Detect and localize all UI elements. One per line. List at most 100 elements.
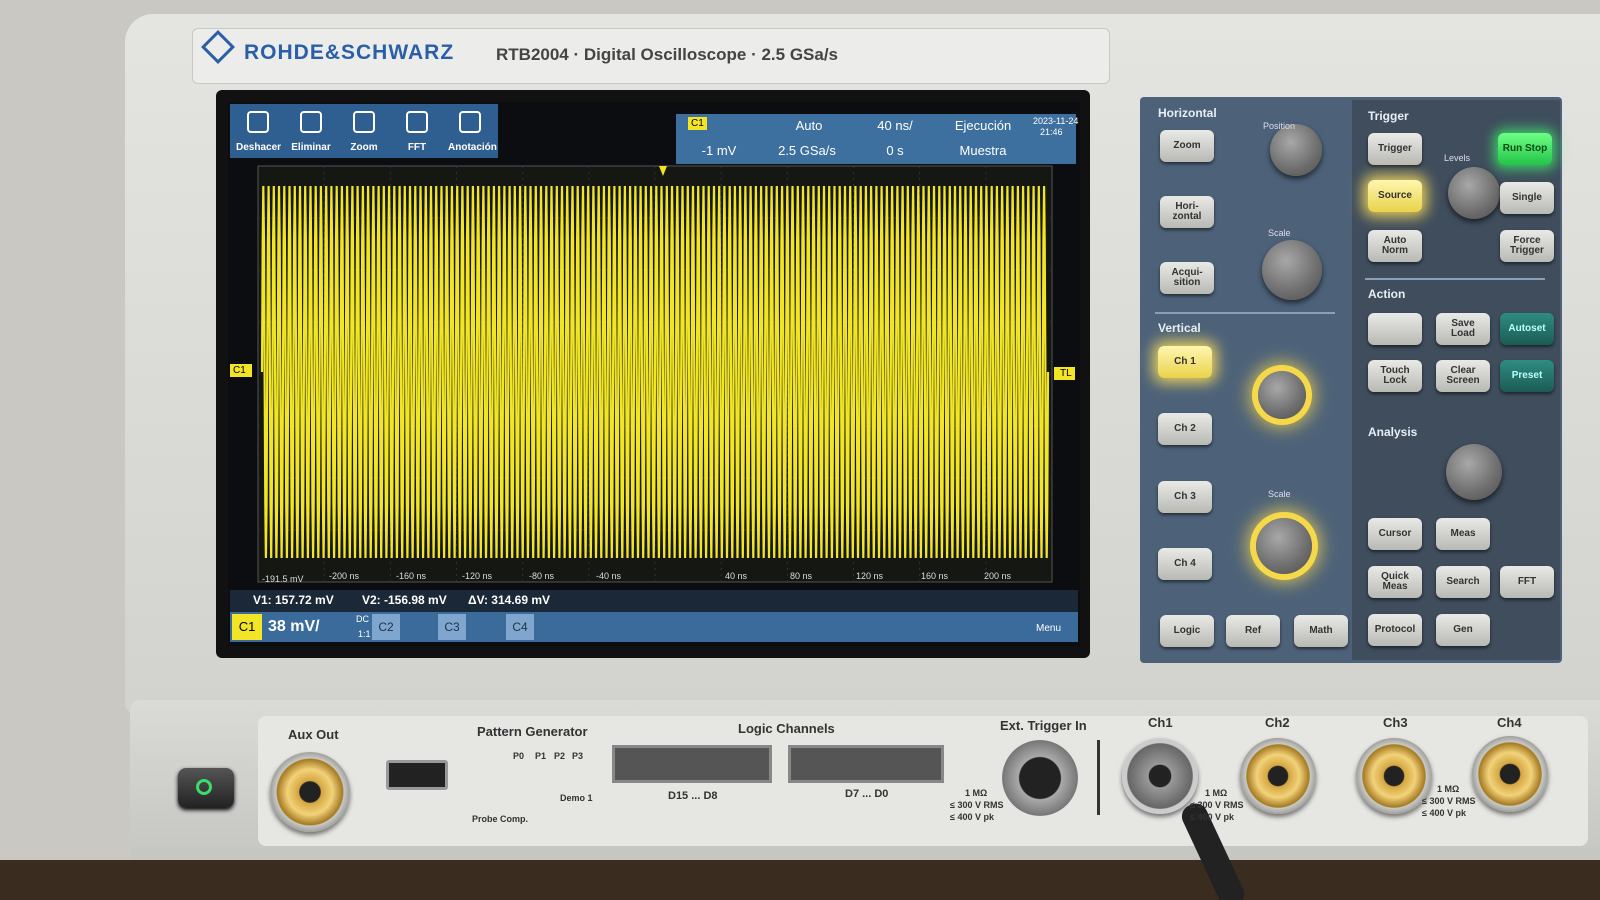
channel-tab: C1: [232, 614, 262, 640]
control-button[interactable]: Trigger: [1368, 133, 1422, 165]
port-label: D7 ... D0: [845, 788, 889, 800]
knob[interactable]: [1258, 371, 1306, 419]
control-button[interactable]: Math: [1294, 615, 1348, 647]
knob[interactable]: [1448, 167, 1500, 219]
ext-trigger-bnc: [1002, 740, 1078, 816]
control-button[interactable]: Single: [1500, 182, 1554, 214]
knob[interactable]: [1256, 518, 1312, 574]
knob[interactable]: [1262, 240, 1322, 300]
measure-bar: [230, 590, 1078, 612]
power-icon: [196, 779, 212, 795]
port-label: D15 ... D8: [668, 790, 718, 802]
toolbar-label: FFT: [407, 142, 427, 153]
measurement: V2: -156.98 mV: [362, 593, 447, 607]
connector-label: Ch3: [1383, 715, 1408, 730]
control-button[interactable]: Ch 2: [1158, 413, 1212, 445]
connector-label: Aux Out: [288, 727, 339, 742]
channel-tab: C4: [506, 614, 534, 640]
control-button[interactable]: Gen: [1436, 614, 1490, 646]
status-date: 2023-11-24: [1033, 116, 1079, 126]
control-button[interactable]: Preset: [1500, 360, 1554, 392]
time-axis-label: -160 ns: [396, 571, 427, 581]
toolbar-icon: [406, 111, 428, 133]
control-button[interactable]: Ref: [1226, 615, 1280, 647]
control-button[interactable]: Clear Screen: [1436, 360, 1490, 392]
usb-port: [386, 760, 448, 790]
control-button[interactable]: Logic: [1160, 615, 1214, 647]
control-button[interactable]: Autoset: [1500, 313, 1554, 345]
control-button[interactable]: Ch 3: [1158, 481, 1212, 513]
time-axis-label: 160 ns: [921, 571, 949, 581]
connector-label: Logic Channels: [738, 721, 835, 736]
control-button[interactable]: Search: [1436, 566, 1490, 598]
logic-port: [612, 745, 772, 783]
control-button[interactable]: Cursor: [1368, 518, 1422, 550]
status-area: [676, 114, 1076, 164]
pin-label: P0: [513, 751, 525, 761]
rating: ≤ 300 V RMS: [1422, 796, 1476, 806]
connector-label: Ch4: [1497, 715, 1522, 730]
ch3-bnc: [1356, 738, 1432, 814]
control-button[interactable]: FFT: [1500, 566, 1554, 598]
control-button[interactable]: Touch Lock: [1368, 360, 1422, 392]
aux-out-bnc: [270, 752, 350, 832]
pin-label: P3: [572, 751, 584, 761]
pin-label: Demo 1: [560, 793, 593, 803]
toolbar-label: Anotación: [448, 142, 497, 153]
time-axis-label: -80 ns: [529, 571, 555, 581]
channel-tab: C3: [438, 614, 466, 640]
control-button[interactable]: Protocol: [1368, 614, 1422, 646]
camera-button[interactable]: Action: [1368, 313, 1422, 345]
knob[interactable]: [1270, 124, 1322, 176]
channel-coupling: DC: [356, 614, 369, 624]
time-axis-label: -120 ns: [462, 571, 493, 581]
control-button[interactable]: Source: [1368, 180, 1422, 212]
ch2-bnc: [1240, 738, 1316, 814]
toolbar-label: Zoom: [350, 142, 378, 153]
time-axis-label: 40 ns: [725, 571, 748, 581]
control-button[interactable]: Ch 4: [1158, 548, 1212, 580]
control-button[interactable]: Hori-zontal: [1160, 196, 1214, 228]
rating: ≤ 400 V pk: [1190, 812, 1234, 822]
toolbar-icon: [300, 111, 322, 133]
rating: ≤ 300 V RMS: [950, 800, 1004, 810]
control-button[interactable]: Force Trigger: [1500, 230, 1554, 262]
toolbar-label: Deshacer: [236, 142, 282, 153]
channel-marker: C1: [230, 364, 252, 377]
separator: [1097, 740, 1100, 815]
logic-port: [788, 745, 944, 783]
measurement: V1: 157.72 mV: [253, 593, 334, 607]
control-button[interactable]: Run Stop: [1498, 133, 1552, 165]
pin-label: P2: [554, 751, 566, 761]
control-button[interactable]: Meas: [1436, 518, 1490, 550]
pin-label: P1: [535, 751, 547, 761]
status-channel: C1: [688, 117, 707, 130]
time-axis-label: 80 ns: [790, 571, 813, 581]
control-button[interactable]: Zoom: [1160, 130, 1214, 162]
time-axis-label: -40 ns: [596, 571, 622, 581]
connector-label: Ch2: [1265, 715, 1290, 730]
waveform: [260, 185, 1050, 559]
section-title: Analysis: [1368, 425, 1418, 439]
knob[interactable]: [1446, 444, 1502, 500]
divider: [1155, 312, 1335, 314]
section-title: Vertical: [1158, 321, 1201, 335]
pin-label: Probe Comp.: [472, 814, 529, 824]
status-mode: Auto: [795, 118, 823, 133]
control-button[interactable]: Auto Norm: [1368, 230, 1422, 262]
time-axis-label: -200 ns: [329, 571, 360, 581]
divider: [1365, 278, 1545, 280]
control-button[interactable]: Acqui-sition: [1160, 262, 1214, 294]
control-button[interactable]: Ch 1: [1158, 346, 1212, 378]
control-button[interactable]: Quick Meas: [1368, 566, 1422, 598]
section-title: Trigger: [1368, 109, 1409, 123]
channel-scale: 38 mV/: [268, 618, 320, 635]
measurement: ΔV: 314.69 mV: [468, 593, 551, 607]
rating: 1 MΩ: [965, 788, 988, 798]
knob-label: Position: [1263, 121, 1296, 131]
status-timebase: 40 ns/: [877, 118, 913, 133]
control-button[interactable]: Save Load: [1436, 313, 1490, 345]
toolbar-icon: [459, 111, 481, 133]
